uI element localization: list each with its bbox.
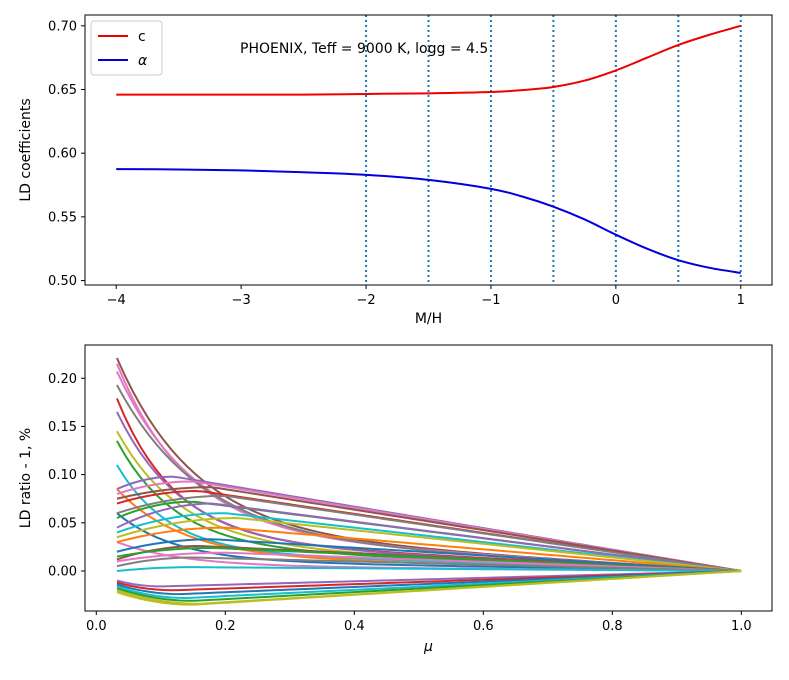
legend-label-c: c (138, 29, 146, 45)
bottom-series-line-34 (116, 570, 742, 606)
top-plot-frame (84, 14, 773, 286)
top-vertical-lines (365, 15, 742, 285)
bottom-y-axis-label: LD ratio - 1, % (18, 428, 34, 528)
bottom-y-tick-label-2: 0.10 (48, 468, 77, 483)
bottom-panel: 0.0 0.2 0.4 0.6 0.8 1.0 0.000.050.100.150.20 … (18, 344, 773, 655)
top-y-axis-label: LD coefficients (18, 98, 34, 201)
top-x-tick-label-1: −3 (232, 293, 251, 308)
bottom-x-tick-label-2: 0.4 (344, 619, 365, 634)
top-y-tick-label-4: 0.70 (48, 19, 77, 34)
bottom-series-line-18 (116, 502, 742, 572)
bottom-series-group (116, 357, 742, 606)
bottom-x-tick-label-3: 0.6 (473, 619, 494, 634)
bottom-y-tick-label-4: 0.20 (48, 372, 77, 387)
top-x-tick-label-4: 0 (612, 293, 620, 308)
top-y-tick-label-2: 0.60 (48, 147, 77, 162)
bottom-series-line-16 (116, 494, 742, 572)
bottom-plot-frame (84, 344, 773, 612)
top-series-line-c (116, 24, 742, 96)
top-x-axis-label: M/H (415, 311, 442, 327)
bottom-series-line-25 (116, 551, 742, 572)
top-series-group (116, 24, 742, 274)
bottom-x-tick-label-1: 0.2 (215, 619, 236, 634)
top-x-tick-label-0: −4 (107, 293, 126, 308)
bottom-series-line-14 (116, 486, 742, 572)
top-annotation: PHOENIX, Teff = 9000 K, logg = 4.5 (240, 41, 488, 57)
bottom-series-line-22 (116, 538, 742, 572)
bottom-x-ticks: 0.0 0.2 0.4 0.6 0.8 1.0 (86, 611, 752, 634)
top-y-ticks: 0.50 0.55 0.60 0.65 0.70 (48, 19, 85, 289)
legend-label-alpha: α (138, 53, 148, 69)
top-y-tick-label-0: 0.50 (48, 274, 77, 289)
bottom-x-tick-label-5: 1.0 (731, 619, 752, 634)
bottom-x-axis-label: μ (423, 639, 433, 655)
bottom-series-line-21 (116, 526, 742, 572)
bottom-series-line-20 (116, 517, 742, 572)
bottom-y-tick-label-3: 0.15 (48, 420, 77, 435)
bottom-x-tick-label-4: 0.8 (602, 619, 623, 634)
bottom-x-tick-label-0: 0.0 (86, 619, 107, 634)
bottom-y-tick-label-1: 0.05 (48, 516, 77, 531)
top-x-tick-label-5: 1 (737, 293, 745, 308)
top-x-tick-label-3: −1 (481, 293, 500, 308)
bottom-series-line-26 (116, 556, 742, 572)
top-y-tick-label-3: 0.65 (48, 83, 77, 98)
legend: c α (90, 20, 163, 76)
top-y-tick-label-1: 0.55 (48, 210, 77, 225)
bottom-y-tick-label-0: 0.00 (48, 565, 77, 580)
top-x-tick-label-2: −2 (356, 293, 375, 308)
top-x-ticks: −4 −3 −2 −1 0 1 (107, 285, 745, 308)
top-panel: −4 −3 −2 −1 0 1 0.50 0.55 0.60 0.65 0.70 PHOENIX,… (18, 14, 773, 327)
legend-box (90, 20, 163, 76)
bottom-series-line-27 (116, 566, 742, 572)
bottom-y-ticks: 0.00 0.05 0.10 0.15 0.20 (48, 372, 85, 580)
top-series-line-alpha (116, 168, 741, 274)
